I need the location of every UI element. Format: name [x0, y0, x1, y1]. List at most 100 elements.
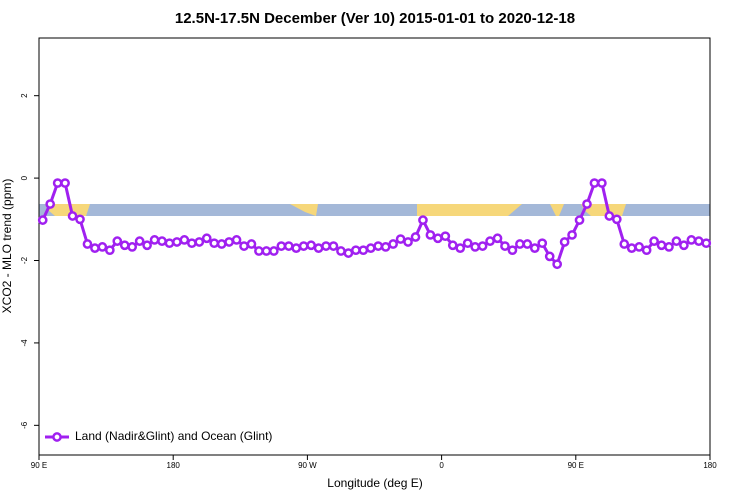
point — [172, 237, 182, 247]
x-tick-label: 0 — [439, 461, 444, 470]
point — [544, 251, 555, 262]
point — [552, 259, 563, 270]
point — [567, 230, 577, 240]
point — [582, 199, 592, 209]
point — [388, 239, 398, 249]
point — [306, 240, 316, 251]
point — [104, 245, 115, 256]
point — [455, 243, 466, 253]
point — [611, 214, 622, 225]
x-tick-label: 180 — [703, 461, 717, 470]
point — [201, 233, 212, 244]
point — [134, 236, 145, 246]
point — [425, 230, 436, 240]
point — [693, 236, 704, 246]
point — [507, 245, 518, 256]
point — [559, 237, 570, 247]
point — [470, 242, 480, 252]
point — [112, 236, 123, 246]
point — [351, 245, 361, 256]
point — [626, 243, 637, 253]
series-line — [41, 181, 707, 268]
point — [619, 239, 630, 249]
point — [440, 231, 451, 242]
point — [515, 239, 525, 249]
point — [604, 211, 615, 221]
point — [641, 245, 652, 256]
point — [239, 241, 249, 251]
point — [500, 241, 510, 251]
x-tick-label: 180 — [167, 461, 181, 470]
y-tick-label: 0 — [20, 175, 29, 180]
point — [52, 178, 63, 188]
point — [574, 215, 585, 225]
point — [701, 238, 712, 249]
point — [67, 211, 78, 221]
point — [656, 240, 667, 251]
point — [142, 240, 152, 251]
point — [380, 242, 391, 252]
point — [75, 214, 85, 225]
point — [418, 215, 428, 225]
y-tick-label: -4 — [20, 339, 29, 347]
point — [671, 236, 682, 246]
x-axis-label: Longitude (deg E) — [327, 476, 422, 490]
x-tick-label: 90 E — [31, 461, 47, 470]
point — [90, 243, 100, 253]
point — [336, 246, 346, 256]
point — [664, 242, 674, 252]
point — [597, 178, 607, 188]
point — [447, 240, 458, 251]
point — [395, 234, 406, 244]
point — [37, 215, 48, 225]
point — [254, 246, 264, 256]
legend-marker — [52, 432, 62, 442]
point — [194, 237, 205, 247]
point — [477, 241, 488, 251]
point — [164, 238, 175, 249]
point — [209, 238, 220, 249]
point — [433, 233, 443, 244]
point — [410, 232, 421, 242]
point — [60, 178, 70, 188]
point — [634, 242, 645, 252]
point — [358, 245, 369, 256]
point — [522, 239, 533, 249]
point — [216, 239, 227, 249]
x-tick-label: 90 W — [298, 461, 317, 470]
point — [149, 235, 160, 245]
legend-label: Land (Nadir&Glint) and Ocean (Glint) — [75, 429, 272, 443]
point — [343, 248, 354, 258]
point — [373, 241, 384, 251]
point — [298, 241, 309, 251]
point — [246, 239, 257, 249]
point — [157, 236, 167, 246]
point — [276, 241, 287, 251]
point — [291, 243, 302, 253]
point — [328, 241, 339, 251]
y-tick-label: -6 — [20, 421, 29, 429]
point — [283, 241, 294, 251]
point — [649, 236, 659, 246]
point — [679, 240, 689, 251]
point — [224, 237, 234, 247]
point — [269, 246, 279, 256]
point — [45, 199, 56, 209]
y-tick-label: 2 — [20, 93, 29, 98]
point — [537, 238, 548, 249]
point — [686, 235, 697, 245]
x-tick-label: 90 E — [568, 461, 584, 470]
point — [179, 235, 190, 245]
point — [313, 243, 324, 253]
point — [492, 233, 503, 244]
point — [186, 238, 197, 249]
point — [97, 242, 108, 252]
point — [589, 178, 600, 188]
point — [529, 243, 540, 253]
point — [127, 242, 138, 252]
point — [231, 235, 242, 245]
point — [365, 243, 376, 253]
land-ocean-strip — [39, 204, 710, 216]
plot-frame — [38, 37, 711, 456]
